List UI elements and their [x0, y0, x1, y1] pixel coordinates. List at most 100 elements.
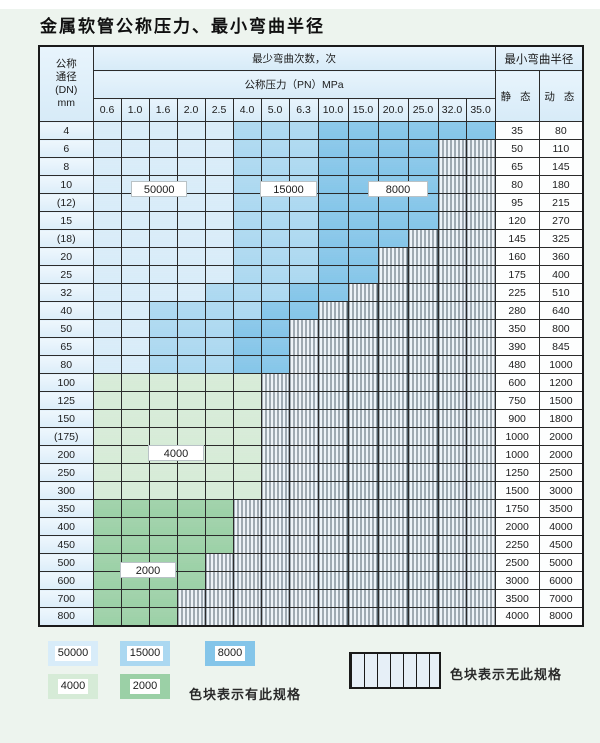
- spec-cell-unavailable: [465, 157, 496, 176]
- spec-cell-available: [317, 247, 349, 266]
- spec-cell-available: [92, 409, 122, 428]
- spec-cell-unavailable: [377, 553, 409, 572]
- spec-cell-available: [92, 499, 122, 518]
- static-value-cell: 1000: [494, 427, 540, 446]
- dn-cell: 65: [38, 337, 94, 356]
- spec-cell-available: [176, 553, 206, 572]
- spec-cell-available: [120, 391, 150, 410]
- spec-cell-unavailable: [260, 409, 290, 428]
- spec-cell-unavailable: [465, 517, 496, 536]
- dn-cell: 150: [38, 409, 94, 428]
- spec-cell-available: [176, 463, 206, 482]
- spec-cell-unavailable: [288, 607, 319, 626]
- dn-cell: (18): [38, 229, 94, 248]
- spec-cell-available: [232, 301, 262, 320]
- spec-cell-available: [465, 121, 496, 140]
- spec-cell-unavailable: [288, 319, 319, 338]
- spec-cell-unavailable: [465, 265, 496, 284]
- spec-cell-unavailable: [317, 607, 349, 626]
- region-label-4000: 4000: [148, 445, 204, 461]
- table-row: 20 160 360: [38, 247, 584, 266]
- spec-cell-available: [148, 517, 178, 536]
- spec-cell-unavailable: [437, 481, 467, 500]
- static-value-cell: 1000: [494, 445, 540, 464]
- spec-cell-available: [120, 409, 150, 428]
- spec-cell-unavailable: [317, 427, 349, 446]
- spec-cell-available: [204, 283, 234, 302]
- static-value-cell: 280: [494, 301, 540, 320]
- pressure-col-label: 2.5: [204, 98, 234, 122]
- spec-cell-available: [148, 247, 178, 266]
- spec-cell-unavailable: [465, 193, 496, 212]
- spec-cell-unavailable: [347, 319, 379, 338]
- spec-cell-unavailable: [465, 355, 496, 374]
- dynamic-value-cell: 400: [538, 265, 584, 284]
- spec-cell-available: [232, 211, 262, 230]
- dynamic-value-cell: 325: [538, 229, 584, 248]
- dynamic-value-cell: 800: [538, 319, 584, 338]
- dynamic-value-cell: 215: [538, 193, 584, 212]
- spec-cell-unavailable: [437, 571, 467, 590]
- spec-cell-unavailable: [288, 535, 319, 554]
- spec-cell-available: [92, 553, 122, 572]
- spec-cell-available: [377, 229, 409, 248]
- table-row: 100 600 1200: [38, 373, 584, 392]
- spec-cell-available: [288, 139, 319, 158]
- spec-cell-available: [92, 571, 122, 590]
- spec-cell-unavailable: [465, 445, 496, 464]
- spec-cell-unavailable: [317, 445, 349, 464]
- spec-cell-available: [347, 265, 379, 284]
- spec-cell-available: [407, 121, 439, 140]
- dynamic-value-cell: 3500: [538, 499, 584, 518]
- spec-cell-unavailable: [407, 373, 439, 392]
- spec-cell-available: [120, 157, 150, 176]
- spec-cell-available: [232, 247, 262, 266]
- spec-cell-unavailable: [204, 607, 234, 626]
- spec-cell-available: [204, 391, 234, 410]
- spec-cell-available: [176, 301, 206, 320]
- spec-cell-unavailable: [465, 553, 496, 572]
- table-row: 15 120 270: [38, 211, 584, 230]
- spec-cell-available: [120, 517, 150, 536]
- static-value-cell: 2500: [494, 553, 540, 572]
- spec-cell-unavailable: [377, 355, 409, 374]
- spec-cell-available: [288, 211, 319, 230]
- spec-cell-available: [120, 139, 150, 158]
- static-value-cell: 3000: [494, 571, 540, 590]
- spec-cell-unavailable: [437, 409, 467, 428]
- spec-cell-unavailable: [288, 409, 319, 428]
- spec-cell-unavailable: [437, 193, 467, 212]
- dn-cell: 8: [38, 157, 94, 176]
- legend-available-text: 色块表示有此规格: [189, 687, 302, 702]
- spec-cell-available: [148, 463, 178, 482]
- spec-cell-available: [120, 337, 150, 356]
- spec-cell-unavailable: [407, 409, 439, 428]
- spec-cell-available: [260, 319, 290, 338]
- spec-cell-unavailable: [288, 481, 319, 500]
- static-value-cell: 1500: [494, 481, 540, 500]
- spec-cell-available: [120, 499, 150, 518]
- spec-cell-available: [176, 139, 206, 158]
- dn-cell: 40: [38, 301, 94, 320]
- spec-cell-available: [148, 319, 178, 338]
- spec-cell-unavailable: [437, 157, 467, 176]
- spec-cell-unavailable: [347, 301, 379, 320]
- spec-cell-available: [92, 229, 122, 248]
- spec-cell-available: [317, 193, 349, 212]
- spec-cell-available: [204, 229, 234, 248]
- spec-cell-unavailable: [232, 499, 262, 518]
- spec-cell-unavailable: [317, 373, 349, 392]
- legend-swatch-15000: 15000: [120, 641, 170, 666]
- spec-cell-unavailable: [317, 589, 349, 608]
- spec-cell-available: [232, 463, 262, 482]
- dn-cell: 125: [38, 391, 94, 410]
- pressure-col-label: 15.0: [347, 98, 379, 122]
- static-value-cell: 160: [494, 247, 540, 266]
- spec-cell-available: [148, 589, 178, 608]
- spec-cell-unavailable: [437, 229, 467, 248]
- spec-cell-available: [407, 139, 439, 158]
- spec-cell-unavailable: [288, 427, 319, 446]
- spec-cell-unavailable: [317, 517, 349, 536]
- spec-cell-unavailable: [437, 139, 467, 158]
- spec-cell-available: [92, 265, 122, 284]
